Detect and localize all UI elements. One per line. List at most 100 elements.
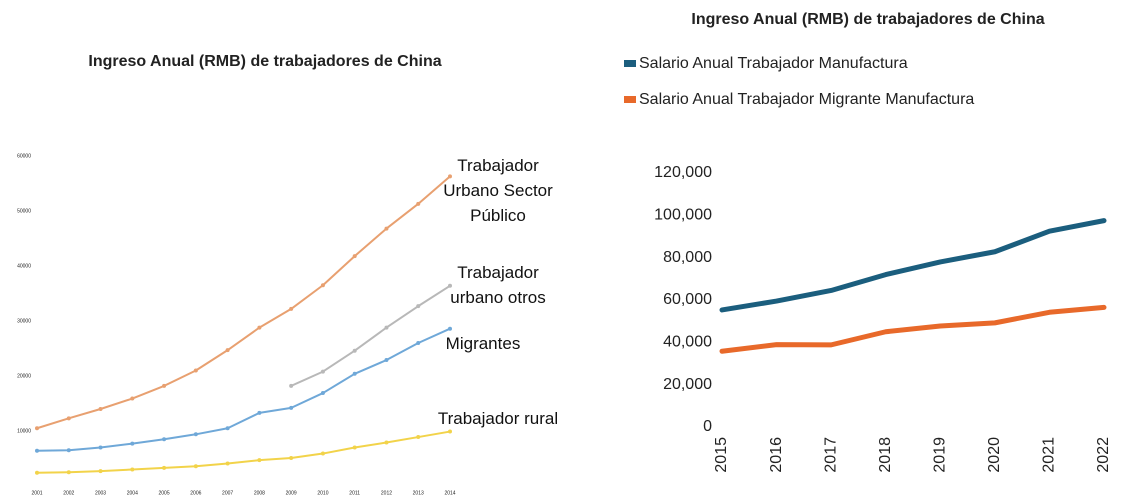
point bbox=[193, 464, 198, 469]
x-tick-label: 2006 bbox=[190, 490, 201, 496]
x-tick-label: 2003 bbox=[95, 490, 106, 496]
y-tick-label: 120,000 bbox=[654, 164, 712, 181]
point bbox=[289, 405, 294, 410]
y-tick-label: 20000 bbox=[17, 373, 31, 379]
x-tick-label: 2004 bbox=[127, 490, 138, 496]
point bbox=[448, 174, 452, 179]
point bbox=[384, 440, 389, 445]
y-tick-label: 60000 bbox=[17, 153, 31, 159]
point bbox=[448, 429, 452, 434]
y-tick-label: 50000 bbox=[17, 208, 31, 214]
point bbox=[98, 445, 103, 450]
point bbox=[35, 470, 39, 475]
series-label: Trabajador urbano otros bbox=[450, 263, 546, 307]
point bbox=[416, 304, 421, 309]
x-tick-label: 2008 bbox=[254, 490, 265, 496]
point bbox=[416, 201, 421, 206]
x-tick-label: 2020 bbox=[986, 437, 1003, 473]
point bbox=[352, 348, 357, 353]
chart-title: Ingreso Anual (RMB) de trabajadores de C… bbox=[691, 11, 1044, 28]
x-tick-label: 2013 bbox=[413, 490, 424, 496]
point bbox=[193, 368, 198, 373]
point bbox=[320, 283, 325, 288]
series-line bbox=[36, 430, 451, 474]
y-tick-label: 40,000 bbox=[663, 334, 712, 351]
point bbox=[98, 469, 103, 474]
legend-label: Salario Anual Trabajador Manufactura bbox=[639, 55, 908, 72]
point bbox=[384, 358, 389, 363]
point bbox=[225, 348, 230, 353]
point bbox=[352, 254, 357, 259]
x-tick-label: 2011 bbox=[349, 490, 360, 496]
point bbox=[225, 426, 230, 431]
point bbox=[320, 391, 325, 396]
point bbox=[66, 448, 71, 453]
y-tick-label: 80,000 bbox=[663, 249, 712, 266]
point bbox=[257, 325, 262, 330]
point bbox=[289, 455, 294, 460]
legend-marker bbox=[624, 60, 636, 67]
point bbox=[384, 226, 389, 231]
point bbox=[320, 369, 325, 374]
x-tick-label: 2015 bbox=[713, 437, 730, 473]
point bbox=[66, 470, 71, 475]
point bbox=[225, 461, 230, 466]
y-tick-label: 30000 bbox=[17, 318, 31, 324]
y-tick-label: 0 bbox=[703, 418, 712, 435]
x-tick-label: 2021 bbox=[1041, 437, 1058, 473]
point bbox=[416, 435, 421, 440]
chart-title: Ingreso Anual (RMB) de trabajadores de C… bbox=[88, 53, 441, 70]
series-line bbox=[36, 327, 451, 452]
point bbox=[193, 432, 198, 437]
point bbox=[130, 441, 135, 446]
x-tick-label: 2017 bbox=[822, 437, 839, 473]
series-line bbox=[36, 175, 451, 430]
x-tick-label: 2005 bbox=[159, 490, 170, 496]
x-tick-label: 2014 bbox=[444, 490, 455, 496]
point bbox=[35, 426, 39, 431]
x-tick-label: 2012 bbox=[381, 490, 392, 496]
y-tick-label: 20,000 bbox=[663, 376, 712, 393]
y-tick-label: 10000 bbox=[17, 428, 31, 434]
y-tick-label: 40000 bbox=[17, 263, 31, 269]
point bbox=[257, 410, 262, 415]
x-tick-label: 2007 bbox=[222, 490, 233, 496]
point bbox=[162, 437, 167, 442]
series-label: Trabajador Urbano Sector Público bbox=[443, 156, 553, 225]
x-tick-label: 2002 bbox=[63, 490, 74, 496]
point bbox=[257, 458, 262, 463]
point bbox=[448, 326, 452, 331]
series-line bbox=[719, 304, 1107, 354]
x-tick-label: 2009 bbox=[286, 490, 297, 496]
x-tick-label: 2022 bbox=[1095, 437, 1112, 473]
point bbox=[289, 306, 294, 311]
point bbox=[416, 341, 421, 345]
y-tick-label: 60,000 bbox=[663, 291, 712, 308]
x-tick-label: 2019 bbox=[932, 437, 949, 473]
point bbox=[162, 465, 167, 470]
point bbox=[352, 371, 357, 376]
point bbox=[289, 383, 294, 388]
point bbox=[130, 467, 135, 472]
x-tick-label: 2016 bbox=[768, 437, 785, 473]
point bbox=[320, 451, 325, 456]
series-label: Trabajador rural bbox=[437, 409, 559, 428]
x-tick-label: 2001 bbox=[31, 490, 42, 496]
point bbox=[352, 445, 357, 450]
series-label: Migrantes bbox=[445, 334, 521, 353]
y-tick-label: 100,000 bbox=[654, 207, 712, 224]
point bbox=[66, 416, 71, 421]
x-tick-label: 2010 bbox=[317, 490, 328, 496]
legend-label: Salario Anual Trabajador Migrante Manufa… bbox=[639, 91, 974, 108]
point bbox=[35, 448, 39, 453]
point bbox=[384, 325, 389, 330]
point bbox=[130, 396, 135, 401]
point bbox=[448, 283, 452, 288]
legend-marker bbox=[624, 96, 636, 103]
point bbox=[162, 383, 167, 388]
series-line bbox=[719, 218, 1107, 313]
x-tick-label: 2018 bbox=[877, 437, 894, 473]
series-line bbox=[290, 284, 451, 387]
